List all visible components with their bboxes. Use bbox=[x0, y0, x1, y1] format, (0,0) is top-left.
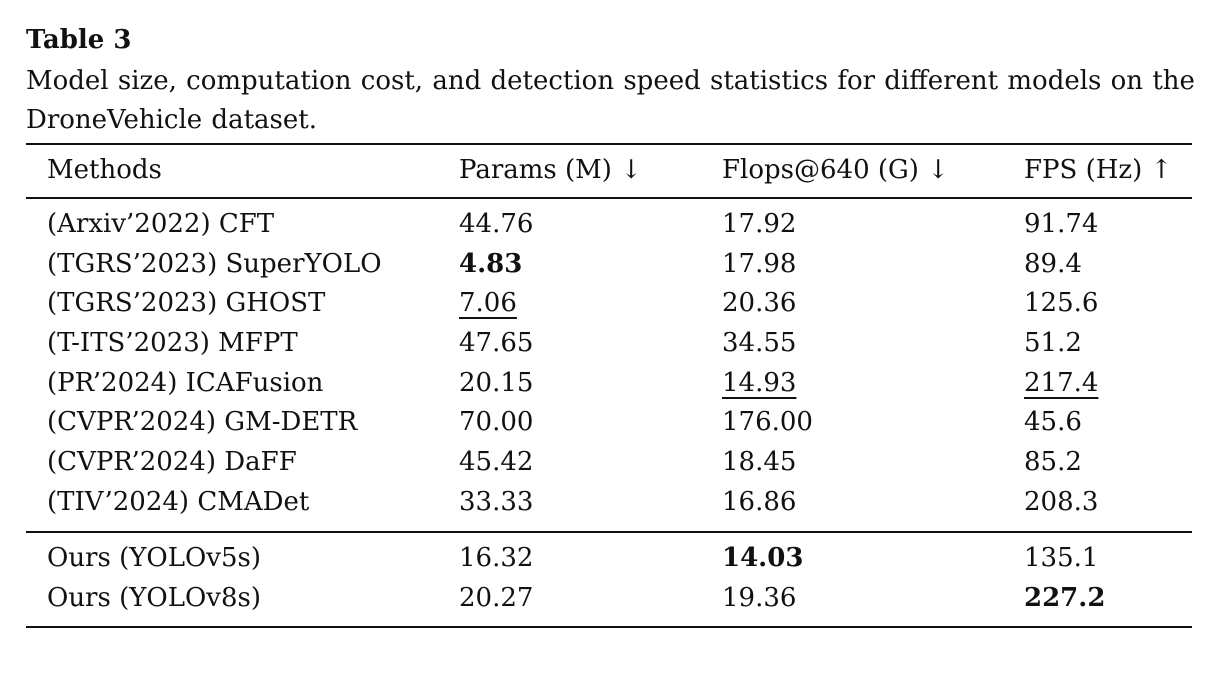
params-cell: 45.42 bbox=[459, 447, 534, 477]
params-cell: 33.33 bbox=[459, 487, 534, 517]
header-params: Params (M) ↓ bbox=[459, 155, 642, 185]
table-caption-label: Table 3 bbox=[26, 25, 132, 55]
table-row: Ours (YOLOv8s) 20.27 19.36 227.2 bbox=[0, 579, 1224, 617]
fps-cell: 45.6 bbox=[1024, 407, 1082, 437]
method-cell: (TGRS’2023) SuperYOLO bbox=[47, 249, 382, 279]
table-row: (TGRS’2023) GHOST 7.06 20.36 125.6 bbox=[0, 284, 1224, 322]
flops-cell: 19.36 bbox=[722, 583, 797, 613]
header-methods: Methods bbox=[47, 155, 162, 185]
method-cell: Ours (YOLOv8s) bbox=[47, 583, 262, 613]
flops-cell: 16.86 bbox=[722, 487, 797, 517]
header-flops: Flops@640 (G) ↓ bbox=[722, 155, 949, 185]
header-fps: FPS (Hz) ↑ bbox=[1024, 155, 1173, 185]
flops-cell: 17.98 bbox=[722, 249, 797, 279]
table-row: (PR’2024) ICAFusion 20.15 14.93 217.4 bbox=[0, 364, 1224, 402]
flops-cell: 176.00 bbox=[722, 407, 813, 437]
fps-cell: 135.1 bbox=[1024, 543, 1099, 573]
method-cell: (CVPR’2024) GM-DETR bbox=[47, 407, 358, 437]
params-cell: 16.32 bbox=[459, 543, 534, 573]
params-cell-best: 4.83 bbox=[459, 249, 523, 279]
method-cell: (TGRS’2023) GHOST bbox=[47, 288, 326, 318]
table-header-rule bbox=[26, 197, 1192, 199]
table-row: (CVPR’2024) DaFF 45.42 18.45 85.2 bbox=[0, 443, 1224, 481]
table-header-row: Methods Params (M) ↓ Flops@640 (G) ↓ FPS… bbox=[0, 151, 1224, 189]
table-row: (CVPR’2024) GM-DETR 70.00 176.00 45.6 bbox=[0, 403, 1224, 441]
fps-cell: 85.2 bbox=[1024, 447, 1082, 477]
fps-cell: 51.2 bbox=[1024, 328, 1082, 358]
table-row: (TGRS’2023) SuperYOLO 4.83 17.98 89.4 bbox=[0, 245, 1224, 283]
fps-cell: 125.6 bbox=[1024, 288, 1099, 318]
method-cell: (Arxiv’2022) CFT bbox=[47, 209, 275, 239]
params-cell: 70.00 bbox=[459, 407, 534, 437]
params-cell: 20.15 bbox=[459, 368, 534, 398]
method-cell: (T-ITS’2023) MFPT bbox=[47, 328, 298, 358]
table-row: (Arxiv’2022) CFT 44.76 17.92 91.74 bbox=[0, 205, 1224, 243]
table-row: (T-ITS’2023) MFPT 47.65 34.55 51.2 bbox=[0, 324, 1224, 362]
params-cell: 44.76 bbox=[459, 209, 534, 239]
flops-cell-best: 14.03 bbox=[722, 543, 804, 573]
method-cell: (TIV’2024) CMADet bbox=[47, 487, 310, 517]
fps-cell-second: 217.4 bbox=[1024, 368, 1099, 398]
table-row: (TIV’2024) CMADet 33.33 16.86 208.3 bbox=[0, 483, 1224, 521]
method-cell: (CVPR’2024) DaFF bbox=[47, 447, 297, 477]
flops-cell: 18.45 bbox=[722, 447, 797, 477]
fps-cell: 91.74 bbox=[1024, 209, 1099, 239]
params-cell-second: 7.06 bbox=[459, 288, 517, 318]
flops-cell: 17.92 bbox=[722, 209, 797, 239]
table-row: Ours (YOLOv5s) 16.32 14.03 135.1 bbox=[0, 539, 1224, 577]
params-cell: 47.65 bbox=[459, 328, 534, 358]
fps-cell: 89.4 bbox=[1024, 249, 1082, 279]
table-caption-text: Model size, computation cost, and detect… bbox=[26, 66, 1195, 135]
table-bottom-rule bbox=[26, 626, 1192, 628]
fps-cell: 208.3 bbox=[1024, 487, 1099, 517]
method-cell: (PR’2024) ICAFusion bbox=[47, 368, 324, 398]
flops-cell-second: 14.93 bbox=[722, 368, 797, 398]
method-cell: Ours (YOLOv5s) bbox=[47, 543, 262, 573]
flops-cell: 20.36 bbox=[722, 288, 797, 318]
table-group-rule bbox=[26, 531, 1192, 533]
fps-cell-best: 227.2 bbox=[1024, 583, 1106, 613]
params-cell: 20.27 bbox=[459, 583, 534, 613]
flops-cell: 34.55 bbox=[722, 328, 797, 358]
table-top-rule bbox=[26, 143, 1192, 145]
